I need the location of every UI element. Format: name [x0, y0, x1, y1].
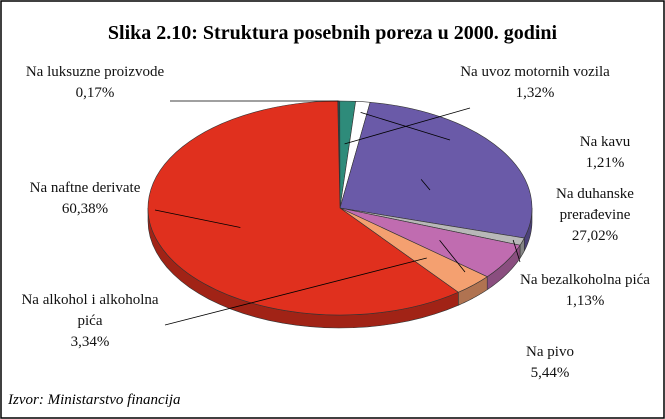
slice-value-label: 1,13%: [565, 293, 605, 309]
slice-value-label: 1,21%: [585, 155, 625, 171]
slice-label: Na alkohol i alkoholna pića: [21, 292, 159, 329]
slice-label: Na duhanske prerađevine: [556, 186, 634, 223]
leader-line: [154, 209, 241, 228]
leader-line: [164, 257, 427, 326]
slice-label: Na uvoz motornih vozila: [460, 64, 610, 80]
slice-value-label: 0,17%: [75, 85, 115, 101]
slice-label: Na naftne derivate: [29, 180, 141, 196]
leader-line: [344, 107, 471, 145]
slice-value-label: 1,32%: [515, 85, 555, 101]
pie-slice: [339, 102, 533, 239]
slice-value-label: 3,34%: [70, 334, 110, 350]
pie-slice: [147, 100, 459, 316]
slice-label: Na pivo: [526, 344, 574, 360]
slice-label: Na luksuzne proizvode: [25, 64, 165, 80]
slice-label: Na bezalkoholna pića: [520, 272, 650, 288]
leader-line: [360, 112, 451, 141]
slice-value-label: 60,38%: [61, 201, 109, 217]
chart-title: Slika 2.10: Struktura posebnih poreza u …: [107, 22, 558, 44]
leader-line: [512, 239, 521, 263]
source-note: Izvor: Ministarstvo financija: [8, 392, 181, 408]
leader-line: [420, 179, 431, 191]
slice-value-label: 5,44%: [530, 365, 570, 381]
leader-line: [439, 239, 466, 273]
slice-label: Na kavu: [579, 134, 631, 150]
slice-value-label: 27,02%: [571, 228, 619, 244]
